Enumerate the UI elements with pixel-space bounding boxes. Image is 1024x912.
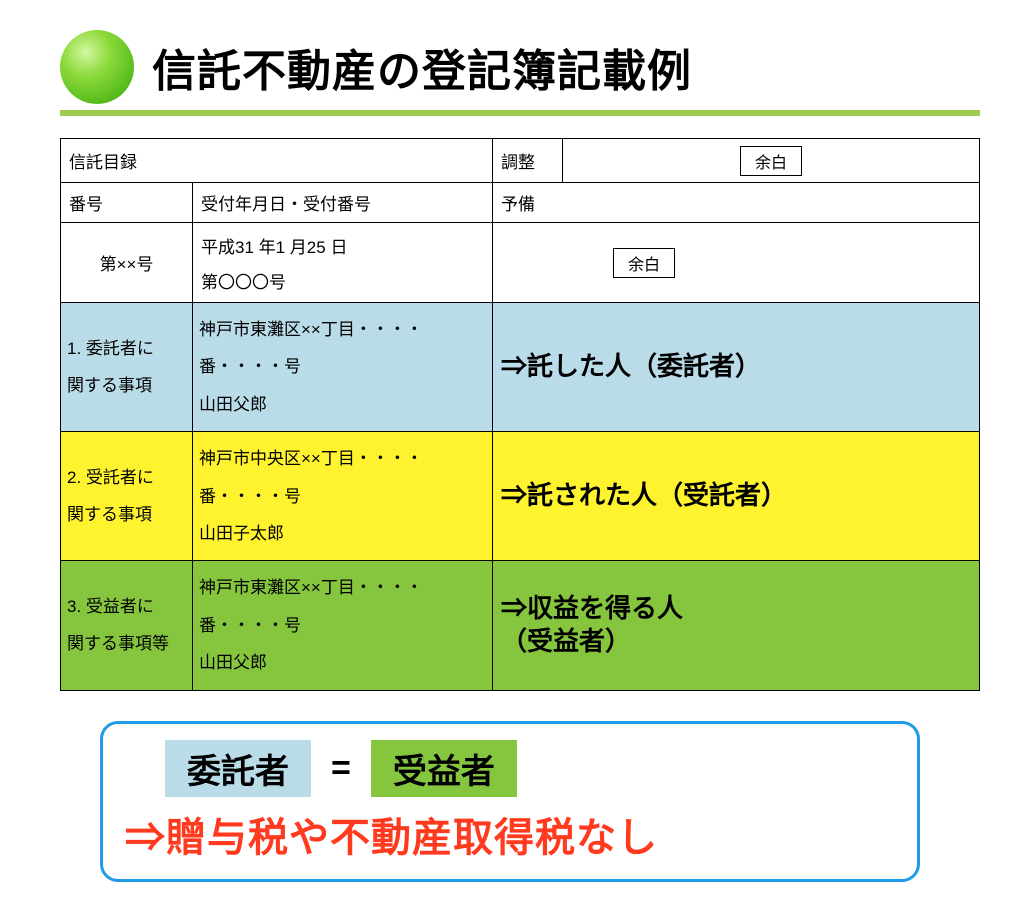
margin-cell: 余白 xyxy=(563,139,980,183)
equation-row: 委託者 = 受益者 xyxy=(165,740,895,797)
row-note: ⇒託した人（委託者） xyxy=(493,303,980,432)
page-title: 信託不動産の登記簿記載例 xyxy=(152,35,692,99)
chip-beneficiary: 受益者 xyxy=(371,740,517,797)
row-addr-l1: 神戸市東灘区××丁目・・・・番・・・・号 xyxy=(199,320,423,376)
bullet-icon xyxy=(60,30,134,104)
margin-box: 余白 xyxy=(740,146,802,176)
entry-date: 平成31 年1 月25 日 第〇〇〇号 xyxy=(193,223,493,303)
row-addr: 神戸市東灘区××丁目・・・・番・・・・号 山田父郎 xyxy=(193,561,493,690)
row-addr-l1: 神戸市中央区××丁目・・・・番・・・・号 xyxy=(199,449,423,505)
col-date: 受付年月日・受付番号 xyxy=(193,183,493,223)
row-label-l2: 関する事項 xyxy=(67,376,152,395)
entry-date-line1: 平成31 年1 月25 日 xyxy=(201,233,484,258)
entry-reserve-box: 余白 xyxy=(613,248,675,278)
row-label-l1: 1. 委託者に xyxy=(67,339,154,358)
conclusion-callout: 委託者 = 受益者 ⇒贈与税や不動産取得税なし xyxy=(100,721,920,882)
row-label-l1: 3. 受益者に xyxy=(67,597,154,616)
row-addr: 神戸市中央区××丁目・・・・番・・・・号 山田子太郎 xyxy=(193,432,493,561)
row-addr: 神戸市東灘区××丁目・・・・番・・・・号 山田父郎 xyxy=(193,303,493,432)
conclusion-text: ⇒贈与税や不動産取得税なし xyxy=(125,805,895,863)
row-label: 3. 受益者に 関する事項等 xyxy=(61,561,193,690)
col-number: 番号 xyxy=(61,183,193,223)
catalog-label: 信託目録 xyxy=(61,139,493,183)
page-header: 信託不動産の登記簿記載例 xyxy=(60,30,984,104)
row-addr-l2: 山田子太郎 xyxy=(199,524,284,543)
chip-trustor: 委託者 xyxy=(165,740,311,797)
row-note: ⇒託された人（受託者） xyxy=(493,432,980,561)
entry-date-line2: 第〇〇〇号 xyxy=(201,268,484,293)
equals-sign: = xyxy=(331,749,351,788)
col-reserve: 予備 xyxy=(493,183,980,223)
row-addr-l2: 山田父郎 xyxy=(199,395,267,414)
row-addr-l1: 神戸市東灘区××丁目・・・・番・・・・号 xyxy=(199,578,423,634)
trust-register-table: 信託目録 調整 余白 番号 受付年月日・受付番号 予備 第××号 平成31 年1… xyxy=(60,138,980,691)
table-row: 2. 受託者に 関する事項 神戸市中央区××丁目・・・・番・・・・号 山田子太郎… xyxy=(61,432,980,561)
adjust-label: 調整 xyxy=(493,139,563,183)
row-note: ⇒収益を得る人 （受益者） xyxy=(493,561,980,690)
entry-number: 第××号 xyxy=(61,223,193,303)
row-label: 2. 受託者に 関する事項 xyxy=(61,432,193,561)
table-row: 3. 受益者に 関する事項等 神戸市東灘区××丁目・・・・番・・・・号 山田父郎… xyxy=(61,561,980,690)
row-label-l2: 関する事項 xyxy=(67,505,152,524)
row-label: 1. 委託者に 関する事項 xyxy=(61,303,193,432)
entry-reserve-cell: 余白 xyxy=(493,223,980,303)
row-label-l1: 2. 受託者に xyxy=(67,468,154,487)
row-addr-l2: 山田父郎 xyxy=(199,653,267,672)
header-underline xyxy=(60,110,980,116)
row-label-l2: 関する事項等 xyxy=(67,634,169,653)
table-row: 1. 委託者に 関する事項 神戸市東灘区××丁目・・・・番・・・・号 山田父郎 … xyxy=(61,303,980,432)
